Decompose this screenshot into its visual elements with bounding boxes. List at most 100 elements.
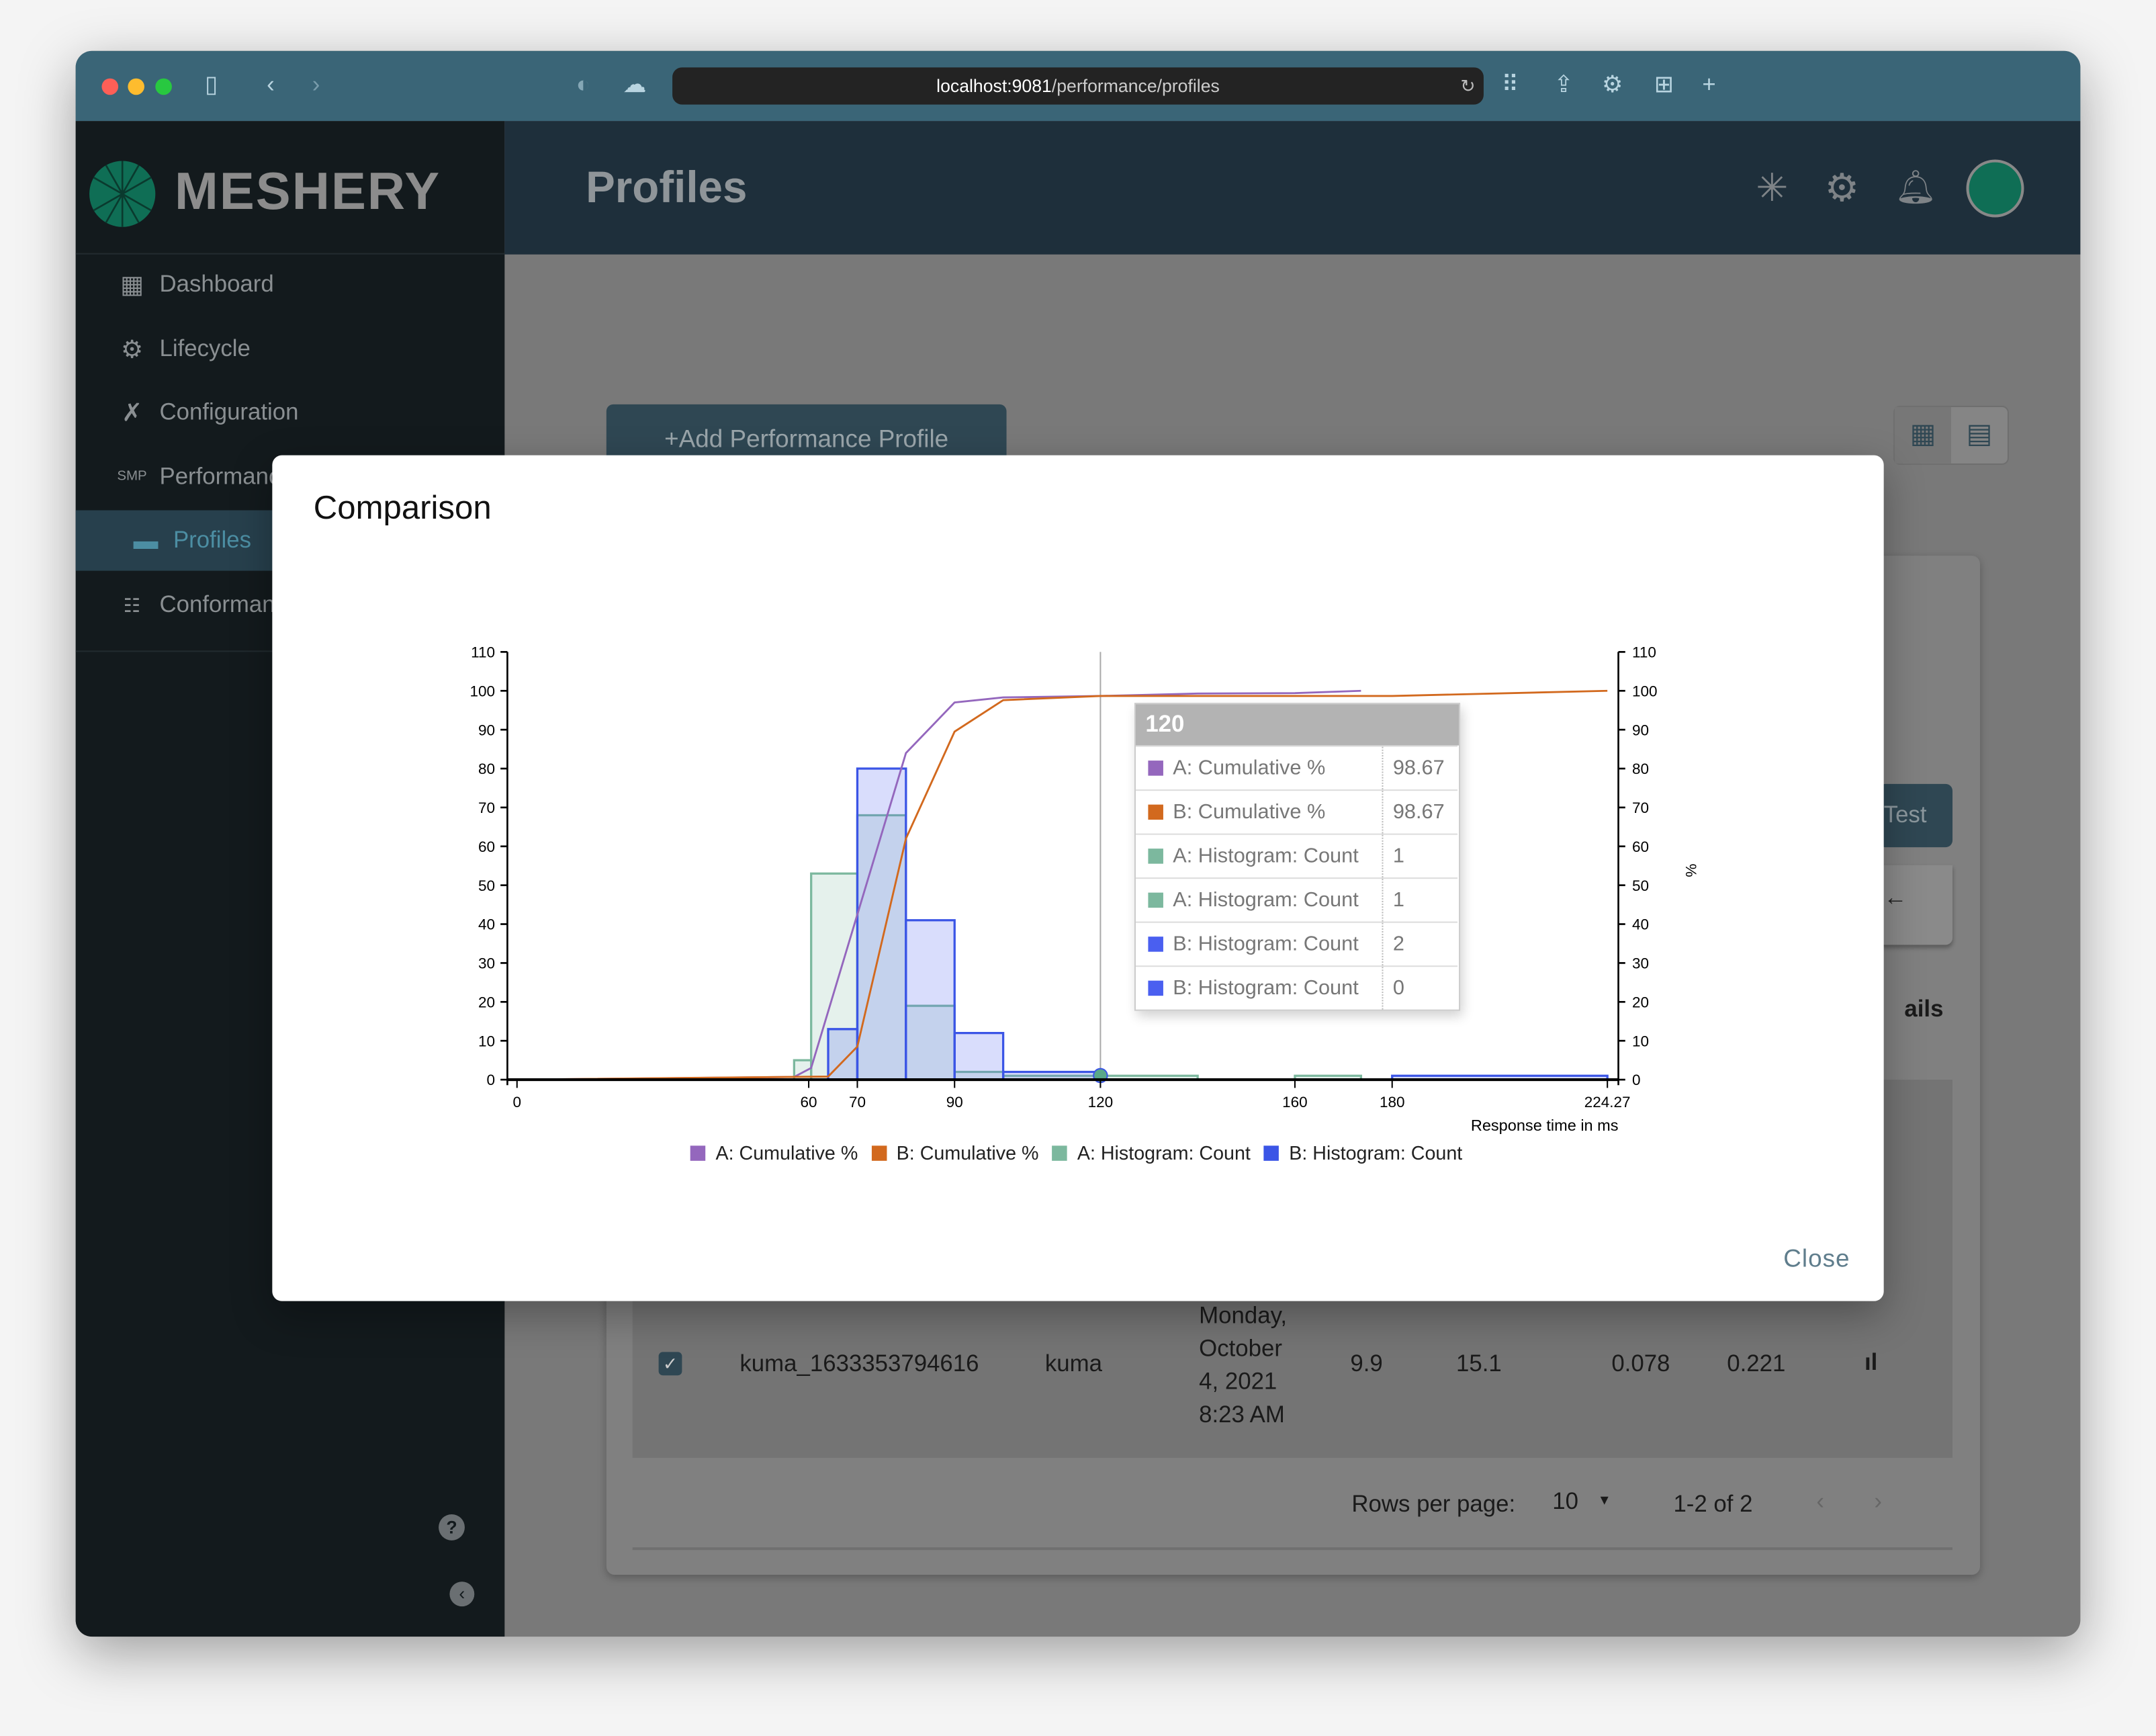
dialog-title: Comparison (313, 489, 492, 527)
plus-icon: + (664, 425, 679, 453)
histogram-bar (954, 1033, 1003, 1080)
legend-label: B: Histogram: Count (1289, 1141, 1463, 1164)
y-tick-label: 90 (478, 722, 495, 738)
legend-item[interactable]: B: Cumulative % (871, 1141, 1039, 1164)
histogram-bar (1003, 1076, 1101, 1080)
back-button[interactable]: ← (1878, 865, 1953, 945)
histogram-bar-outline (953, 1031, 1005, 1080)
series-swatch-icon (1148, 892, 1163, 908)
y-tick-label: 70 (478, 799, 495, 816)
tooltip-row: A: Histogram: Count 1 (1135, 877, 1458, 922)
divider (1382, 922, 1384, 966)
close-window-button[interactable] (101, 78, 119, 95)
histogram-bar (857, 815, 906, 1080)
help-icon[interactable]: ? (439, 1514, 465, 1540)
notification-bell-icon[interactable]: 🔔︎ (1895, 169, 1937, 207)
gears-icon: ⚙ (120, 335, 144, 363)
legend-item[interactable]: B: Histogram: Count (1264, 1141, 1462, 1164)
previous-page-icon[interactable]: ‹ (1816, 1488, 1824, 1514)
tooltip-value: 2 (1392, 932, 1404, 956)
series-swatch-icon (1148, 849, 1163, 864)
tooltip-row: A: Histogram: Count 1 (1135, 833, 1458, 878)
tab-overview-icon[interactable]: ⊞ (1654, 71, 1674, 98)
y-tick-label: 10 (478, 1033, 495, 1049)
share-icon[interactable]: ⇪ (1554, 71, 1574, 98)
tooltip-value: 98.67 (1392, 800, 1445, 824)
sidebar-item-dashboard[interactable]: ▦ Dashboard (76, 255, 505, 315)
x-tick-label: 180 (1380, 1094, 1405, 1111)
legend-swatch-icon (871, 1145, 887, 1161)
divider (632, 1547, 1953, 1551)
histogram-bar (1100, 1076, 1198, 1080)
collapse-sidebar-icon[interactable]: ‹ (449, 1581, 475, 1607)
tools-icon: ✗ (122, 398, 142, 427)
legend-item[interactable]: A: Cumulative % (690, 1141, 858, 1164)
y-tick-label: 100 (469, 683, 495, 699)
address-bar[interactable]: localhost:9081/performance/profiles ↻ (672, 67, 1484, 105)
metric-value: 0.221 (1727, 1350, 1786, 1377)
page-title: Profiles (586, 162, 748, 212)
chart-tooltip: 120 A: Cumulative % 98.67 B: Cumulative … (1134, 703, 1461, 1011)
back-icon[interactable]: ‹ (267, 71, 275, 98)
x-tick-label: 224.27 (1584, 1094, 1631, 1111)
x-tick-label: 160 (1282, 1094, 1308, 1111)
x-tick-label: 60 (801, 1094, 817, 1111)
y-tick-label: 110 (471, 644, 495, 661)
tooltip-title: 120 (1135, 704, 1459, 746)
settings-gear-icon[interactable]: ⚙ (1824, 166, 1860, 210)
tooltip-series-label: B: Histogram: Count (1173, 932, 1359, 956)
x-tick-label: 70 (849, 1094, 866, 1111)
bar-chart-icon[interactable]: ıl (1865, 1349, 1878, 1376)
details-heading: ails (1904, 996, 1944, 1023)
y-tick-label: 30 (478, 955, 495, 972)
legend-item[interactable]: A: Histogram: Count (1052, 1141, 1251, 1164)
divider (1382, 746, 1384, 790)
next-page-icon[interactable]: › (1874, 1488, 1882, 1514)
histogram-bar-outline (905, 919, 956, 1080)
sidebar-item-performance[interactable]: SMP Performance (76, 447, 505, 507)
new-tab-icon[interactable]: + (1702, 71, 1716, 98)
row-checkbox[interactable]: ✓ (658, 1352, 682, 1376)
grid-view-icon[interactable]: ▦ (1895, 406, 1951, 464)
dashboard-icon: ▦ (120, 271, 144, 299)
tooltip-value: 1 (1392, 844, 1404, 868)
cloud-icon[interactable]: ☁ (623, 71, 647, 98)
zoom-window-button[interactable] (155, 78, 172, 95)
sidebar-item-configuration[interactable]: ✗ Configuration (76, 382, 505, 443)
profile-name[interactable]: kuma_1633353794616 (739, 1350, 979, 1377)
x-tick-label: 90 (946, 1094, 963, 1111)
y-tick-label: 80 (478, 761, 495, 777)
tooltip-row: A: Cumulative % 98.67 (1135, 745, 1458, 790)
x-tick-label: 0 (512, 1094, 521, 1111)
close-button[interactable]: Close (1783, 1244, 1850, 1272)
meshery-logo-icon[interactable] (89, 161, 156, 227)
shield-icon[interactable]: ◐ (576, 71, 590, 98)
histogram-bar (1003, 1072, 1101, 1080)
y-tick-label: 60 (478, 838, 495, 855)
rows-per-page-label: Rows per page: (1351, 1491, 1516, 1518)
histogram-bar-outline (1391, 1074, 1609, 1080)
minimize-window-button[interactable] (128, 78, 144, 95)
tooltip-series-label: A: Histogram: Count (1173, 844, 1359, 868)
sidebar-toggle-icon[interactable]: ▯ (205, 71, 218, 98)
pagination-range: 1-2 of 2 (1673, 1491, 1753, 1518)
histogram-bar (905, 1006, 955, 1080)
y-tick-label: 20 (478, 994, 495, 1010)
brand-name[interactable]: MESHERY (174, 163, 441, 222)
histogram-bar (905, 920, 955, 1080)
legend-label: A: Cumulative % (715, 1141, 858, 1164)
forward-icon[interactable]: › (312, 71, 320, 98)
smp-icon: SMP (117, 469, 147, 484)
settings-icon[interactable]: ⚙ (1601, 71, 1623, 98)
legend-label: B: Cumulative % (896, 1141, 1039, 1164)
run-test-button[interactable]: Test (1878, 783, 1953, 848)
rows-per-page-select[interactable]: 10 ▼ (1552, 1488, 1611, 1514)
sidebar-item-lifecycle[interactable]: ⚙ Lifecycle (76, 319, 505, 380)
apps-grid-icon[interactable]: ⠿ (1501, 71, 1519, 98)
divider (1382, 879, 1384, 922)
reload-icon[interactable]: ↻ (1460, 75, 1476, 97)
service-mesh-icon[interactable]: ✳ (1756, 166, 1789, 210)
user-avatar[interactable] (1966, 159, 2024, 218)
table-view-icon[interactable]: ▤ (1966, 419, 1993, 450)
